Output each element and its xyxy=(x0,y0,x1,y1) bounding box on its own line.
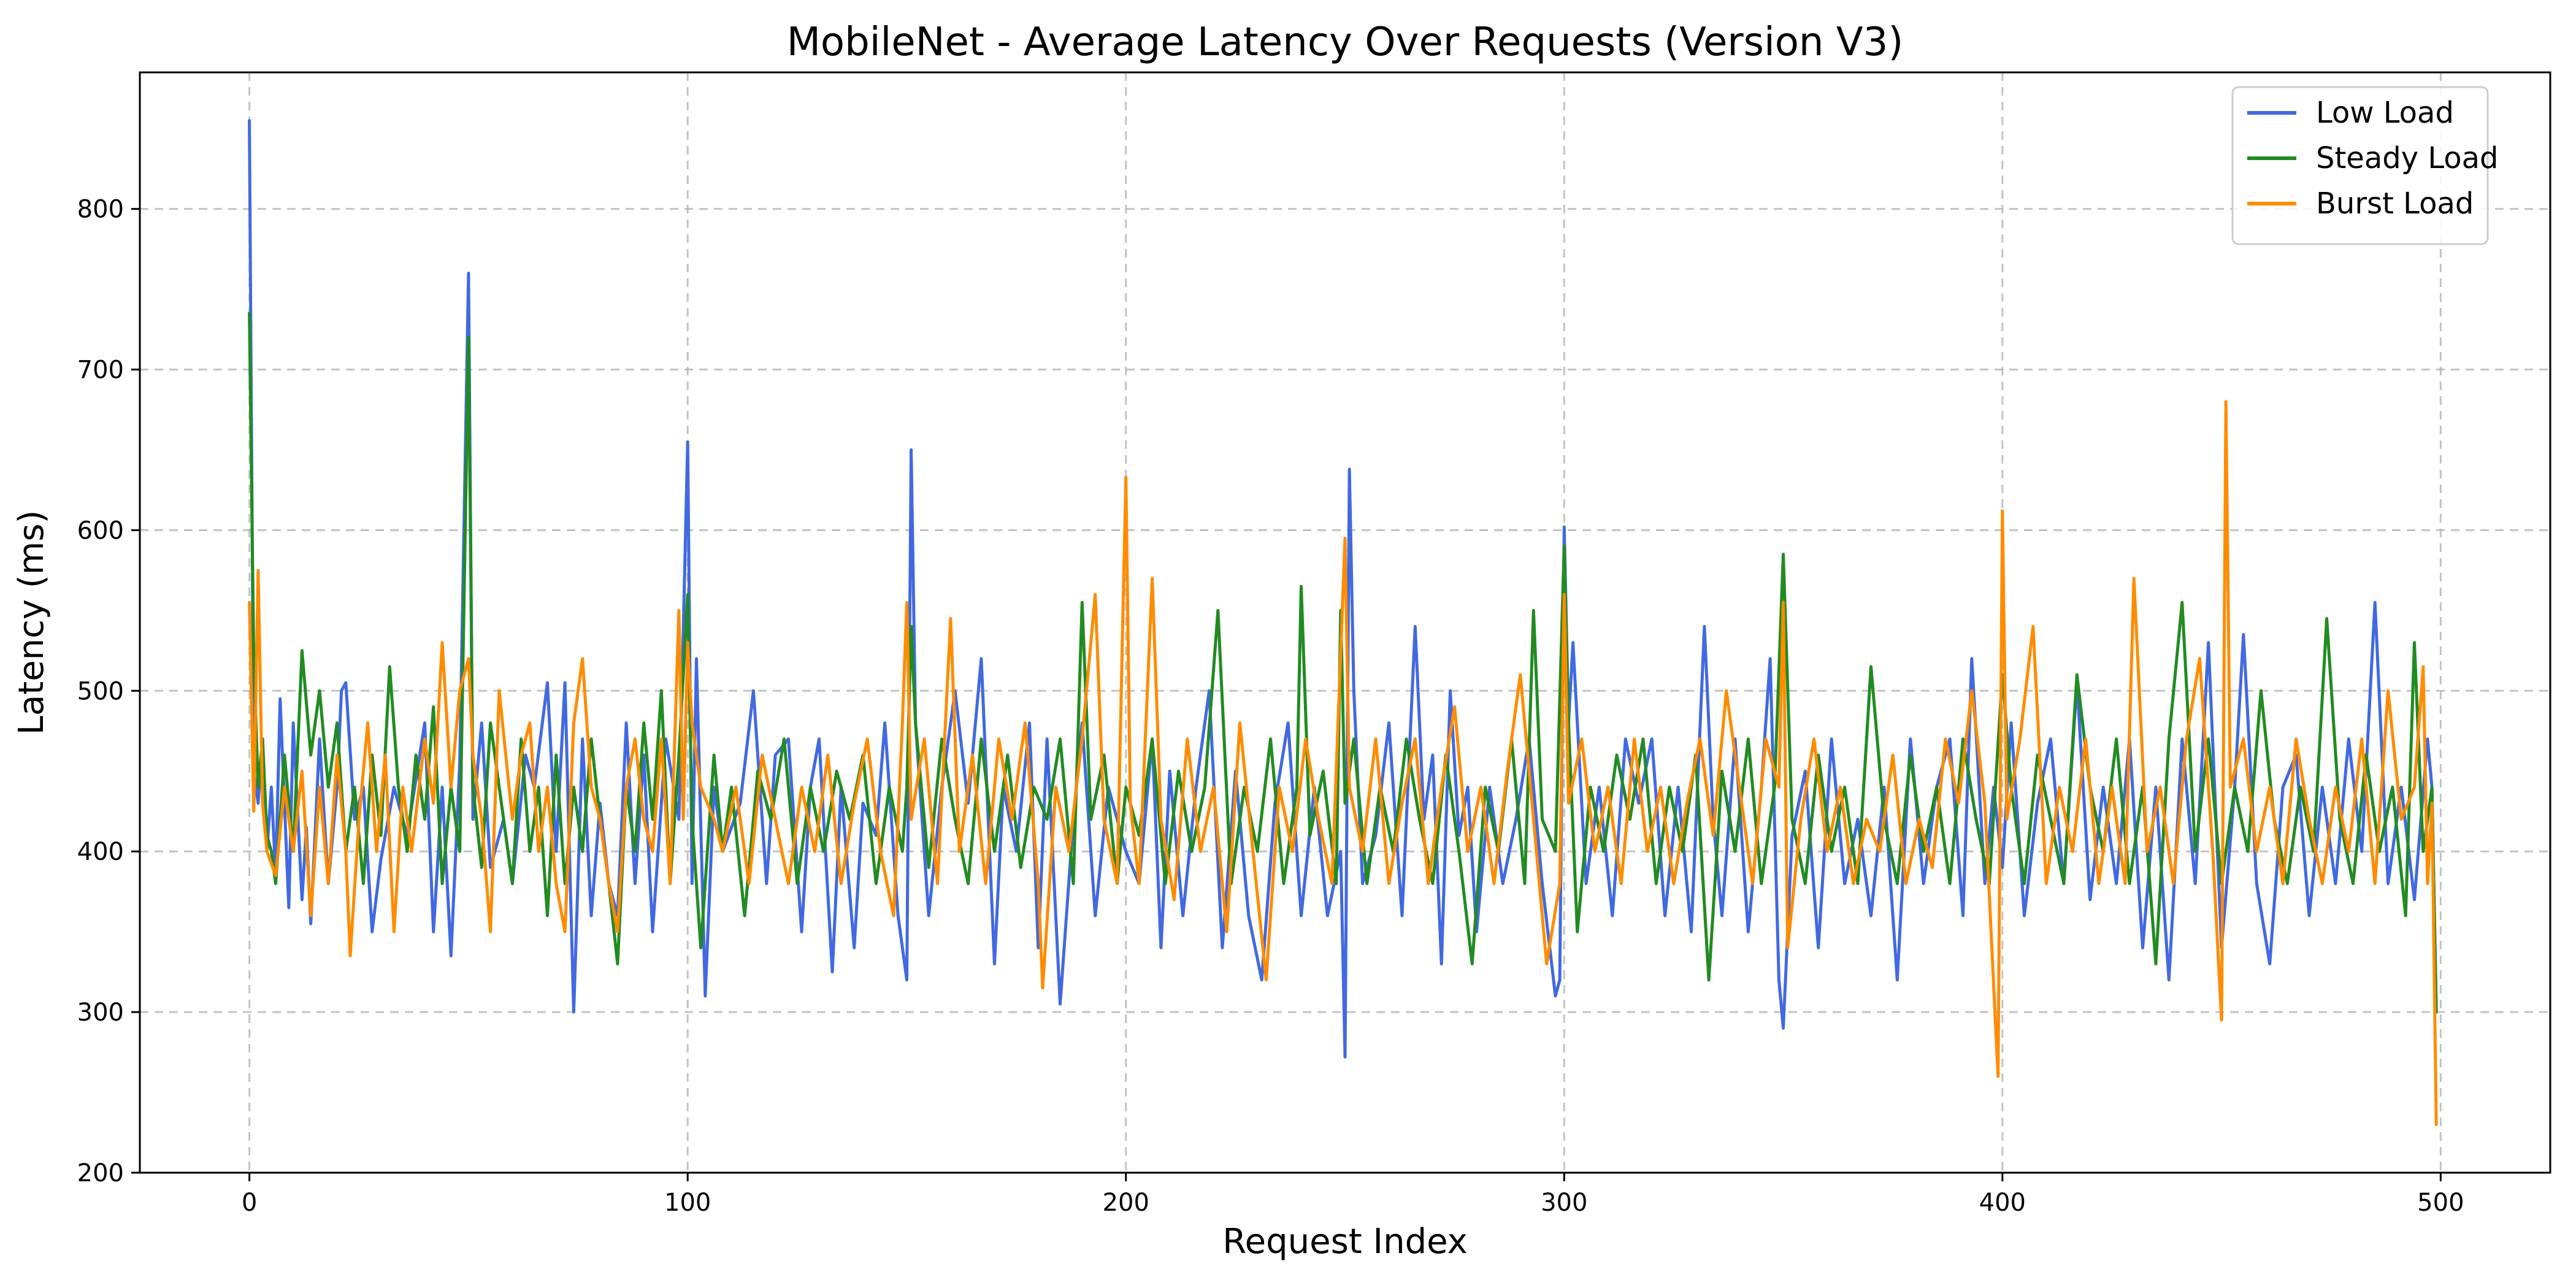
series-layer xyxy=(248,119,2438,1126)
legend: Low Load Steady Load Burst Load xyxy=(2231,86,2499,245)
x-tick-label: 0 xyxy=(242,1189,257,1217)
y-tick-label: 500 xyxy=(77,677,124,705)
chart-title: MobileNet - Average Latency Over Request… xyxy=(787,20,1904,65)
y-axis-label: Latency (ms) xyxy=(12,510,52,735)
x-tick-label: 100 xyxy=(664,1189,711,1217)
y-tick-label: 600 xyxy=(77,516,124,545)
x-tick-label: 200 xyxy=(1103,1189,1149,1217)
y-tick-label: 300 xyxy=(77,999,124,1027)
axis-ticks: 0 100 200 300 400 500 200 300 400 500 600 700 800 xyxy=(77,196,2464,1217)
x-tick-label: 300 xyxy=(1541,1189,1587,1217)
series-line-burst-load xyxy=(248,400,2438,1126)
plot-frame xyxy=(139,71,2551,1174)
x-tick-label: 400 xyxy=(1979,1189,2026,1217)
x-tick-label: 500 xyxy=(2417,1189,2464,1217)
y-tick-label: 800 xyxy=(77,196,124,224)
legend-label: Steady Load xyxy=(2316,141,2499,175)
y-tick-label: 700 xyxy=(77,356,124,385)
legend-label: Burst Load xyxy=(2316,186,2474,221)
y-tick-label: 400 xyxy=(77,838,124,866)
x-axis-label: Request Index xyxy=(1222,1222,1467,1262)
legend-label: Low Load xyxy=(2316,96,2454,130)
y-tick-label: 200 xyxy=(77,1159,124,1187)
